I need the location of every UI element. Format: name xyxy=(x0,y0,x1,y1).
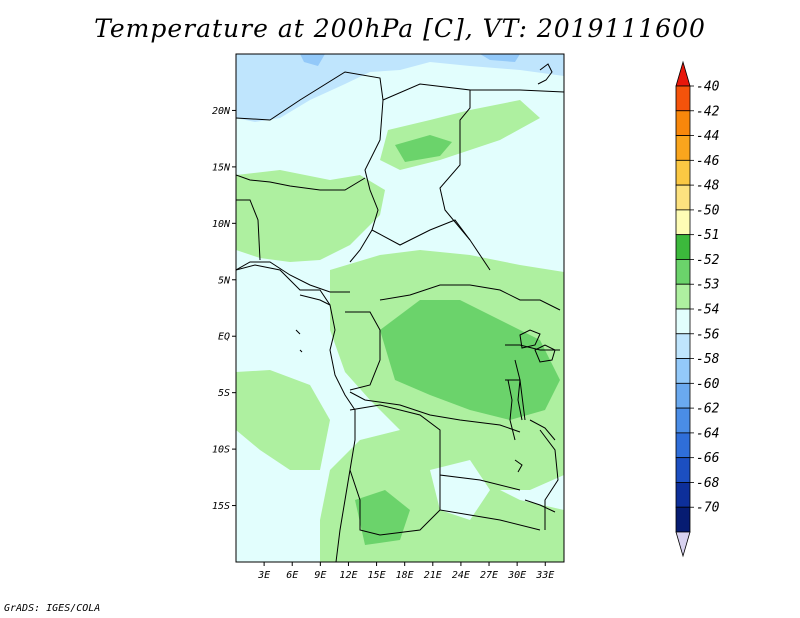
colorbar: -40 -42 -44 -46 -48 -50 -51 -52 -53 -54 -56 -58 -60 -… xyxy=(675,60,720,558)
colorbar-label: -44 xyxy=(696,129,719,144)
lon-tick-label: 33E xyxy=(535,570,554,581)
colorbar-swatch xyxy=(675,110,691,136)
lon-tick-label: 12E xyxy=(339,570,357,581)
colorbar-label: -70 xyxy=(696,501,720,516)
lon-tick-label: 30E xyxy=(507,570,526,581)
lon-tick-label: 6E xyxy=(286,570,298,581)
colorbar-label: -48 xyxy=(696,179,720,194)
lon-tick-label: 18E xyxy=(396,570,414,581)
field-region-58b xyxy=(480,54,520,62)
colorbar-label: -52 xyxy=(696,253,720,268)
lon-tick-label: 15E xyxy=(368,570,386,581)
colorbar-label: -51 xyxy=(696,228,719,243)
field-region-56 xyxy=(236,54,564,122)
colorbar-top-arrow xyxy=(675,60,691,87)
field-region-52-north xyxy=(395,135,452,162)
colorbar-swatch xyxy=(675,234,691,260)
lon-tick-label: 27E xyxy=(480,570,498,581)
lat-tick-label: 15N xyxy=(212,162,231,173)
lat-tick-label: 15S xyxy=(212,501,230,512)
colorbar-swatch xyxy=(675,482,691,508)
colorbar-swatch xyxy=(675,308,691,335)
colorbar-label: -46 xyxy=(696,154,720,169)
colorbar-swatch xyxy=(675,457,691,483)
lat-tick-label: EQ xyxy=(218,332,230,343)
colorbar-bottom-arrow xyxy=(675,531,691,558)
colorbar-label: -62 xyxy=(696,402,720,417)
colorbar-label: -64 xyxy=(696,426,719,441)
lat-tick-label: 5N xyxy=(218,275,231,286)
country-borders xyxy=(236,71,564,536)
colorbar-label: -66 xyxy=(696,451,720,466)
longitude-ticks: 3E 6E 9E 12E 15E 18E 21E 24E 27E 30E 33E xyxy=(257,562,554,581)
lat-tick-label: 10N xyxy=(212,219,231,230)
colorbar-label: -56 xyxy=(696,327,720,342)
colorbar-swatch xyxy=(675,506,691,533)
field-region-52-south xyxy=(355,490,410,545)
lon-tick-label: 24E xyxy=(452,570,470,581)
coastline xyxy=(236,63,553,562)
grads-credit: GrADS: IGES/COLA xyxy=(4,603,101,614)
field-region-54-south xyxy=(430,460,490,520)
field-region-58 xyxy=(300,54,325,66)
colorbar-swatch xyxy=(675,333,691,359)
colorbar-label: -58 xyxy=(696,352,720,367)
colorbar-label: -68 xyxy=(696,476,720,491)
lat-tick-label: 10S xyxy=(212,445,230,456)
colorbar-label: -53 xyxy=(696,278,719,293)
field-region-52-central xyxy=(380,300,560,420)
colorbar-swatch xyxy=(675,432,691,459)
lat-tick-label: 20N xyxy=(212,106,231,117)
chart-title: Temperature at 200hPa [C], VT: 201911160… xyxy=(94,14,706,43)
colorbar-swatch xyxy=(675,358,691,384)
colorbar-swatch xyxy=(675,159,691,186)
lon-tick-label: 9E xyxy=(314,570,326,581)
field-region-53-west xyxy=(236,170,385,262)
lon-tick-label: 21E xyxy=(424,570,442,581)
colorbar-swatch xyxy=(675,283,691,310)
colorbar-swatch xyxy=(675,209,691,236)
colorbar-swatch xyxy=(675,382,691,409)
lat-tick-label: 5S xyxy=(218,388,230,399)
colorbar-label: -60 xyxy=(696,377,720,392)
temperature-field xyxy=(236,54,564,562)
colorbar-swatch xyxy=(675,259,691,285)
colorbar-swatch xyxy=(675,135,691,161)
colorbar-swatch xyxy=(675,85,691,112)
lakes xyxy=(507,329,556,513)
colorbar-label: -40 xyxy=(696,80,720,95)
lon-tick-label: 3E xyxy=(257,570,270,581)
latitude-ticks: 20N 15N 10N 5N EQ 5S 10S 15S xyxy=(212,106,236,512)
colorbar-swatch xyxy=(675,407,691,434)
field-region-53-southwest xyxy=(236,370,330,470)
colorbar-label: -54 xyxy=(696,303,719,318)
colorbar-swatch xyxy=(675,184,691,211)
colorbar-label: -50 xyxy=(696,203,720,218)
map-frame xyxy=(235,53,565,563)
colorbar-label: -42 xyxy=(696,104,720,119)
